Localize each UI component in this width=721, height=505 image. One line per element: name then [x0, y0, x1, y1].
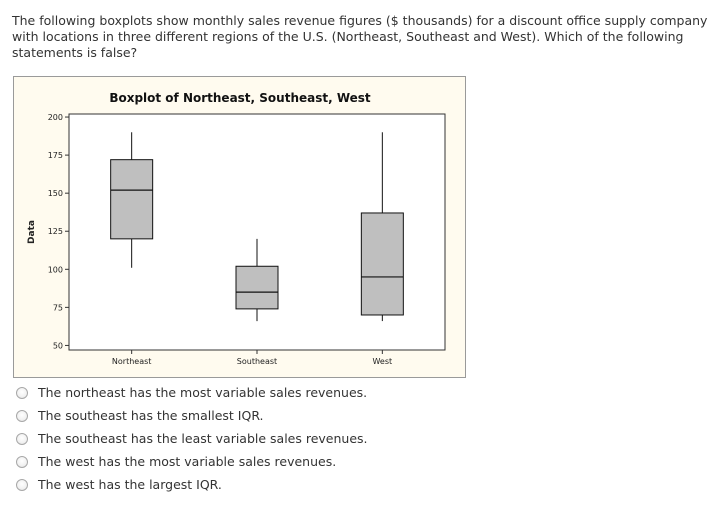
option-label: The southeast has the smallest IQR.	[38, 408, 264, 423]
y-tick-label: 150	[48, 189, 63, 198]
answer-option[interactable]: The southeast has the least variable sal…	[16, 427, 368, 450]
x-axis: Northeast Southeast West	[112, 350, 392, 366]
answer-options: The northeast has the most variable sale…	[16, 381, 368, 496]
answer-option[interactable]: The northeast has the most variable sale…	[16, 381, 368, 404]
radio-button[interactable]	[16, 409, 28, 422]
radio-button[interactable]	[16, 455, 28, 468]
x-tick-label: Northeast	[112, 357, 152, 366]
y-tick-label: 50	[53, 341, 63, 350]
radio-button[interactable]	[16, 478, 28, 491]
radio-button[interactable]	[16, 386, 28, 399]
y-axis-title: Data	[27, 220, 37, 244]
answer-option[interactable]: The west has the most variable sales rev…	[16, 450, 368, 473]
option-label: The northeast has the most variable sale…	[38, 385, 368, 400]
answer-option[interactable]: The west has the largest IQR.	[16, 473, 368, 496]
iqr-box	[360, 212, 404, 316]
option-label: The west has the largest IQR.	[38, 477, 222, 492]
y-tick-label: 175	[48, 151, 63, 160]
y-tick-label: 200	[48, 113, 63, 122]
chart-title: Boxplot of Northeast, Southeast, West	[109, 91, 371, 105]
option-label: The southeast has the least variable sal…	[38, 431, 368, 446]
box-northeast	[110, 132, 154, 268]
x-tick-label: Southeast	[237, 357, 277, 366]
y-axis: 50 75 100 125 150 175 200	[48, 113, 69, 350]
question-text: The following boxplots show monthly sale…	[12, 13, 708, 60]
y-tick-label: 100	[48, 265, 63, 274]
box-southeast	[235, 238, 279, 322]
answer-option[interactable]: The southeast has the smallest IQR.	[16, 404, 368, 427]
box-west	[360, 132, 404, 322]
y-tick-label: 75	[53, 303, 63, 312]
boxplot-boxes	[110, 132, 404, 322]
y-tick-label: 125	[48, 227, 63, 236]
radio-button[interactable]	[16, 432, 28, 445]
x-tick-label: West	[372, 357, 392, 366]
iqr-box	[235, 265, 279, 310]
iqr-box	[110, 159, 154, 240]
option-label: The west has the most variable sales rev…	[38, 454, 337, 469]
boxplot-svg: Boxplot of Northeast, Southeast, West Da…	[27, 91, 446, 366]
boxplot-chart: Boxplot of Northeast, Southeast, West Da…	[13, 76, 466, 378]
